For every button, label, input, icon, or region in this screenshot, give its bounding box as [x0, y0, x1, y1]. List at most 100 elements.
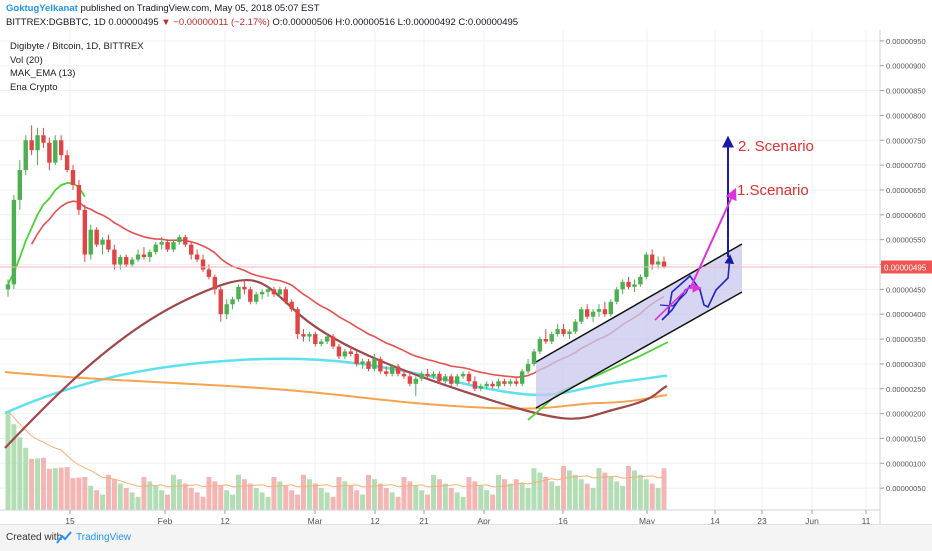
price-tick-label: 0.00000550 [886, 236, 926, 245]
volume-bar [123, 488, 129, 510]
volume-bar [555, 485, 561, 510]
candle-body [5, 284, 11, 290]
time-tick-label: Jun [805, 516, 819, 524]
candle-body [330, 336, 336, 347]
ma-brown-line [4, 278, 668, 449]
candle-body [454, 376, 460, 384]
volume-bar [525, 488, 531, 510]
candle-body [514, 381, 519, 384]
candle-body [141, 254, 147, 258]
candle-body [378, 358, 383, 372]
volume-bar [631, 470, 637, 510]
volume-bar [318, 488, 324, 510]
candle-body [655, 261, 661, 265]
volume-bar [129, 492, 135, 510]
legend-volume[interactable]: Vol (20) [10, 54, 43, 66]
candle-body [649, 254, 655, 265]
volume-bar [94, 490, 100, 510]
volume-bar [448, 488, 454, 510]
price-tick-label: 0.00000250 [886, 385, 926, 394]
volume-bar [413, 485, 419, 510]
time-tick-label: 12 [370, 516, 380, 524]
price-tick-label: 0.00000200 [886, 410, 926, 419]
volume-bar [371, 479, 377, 510]
candle-body [58, 140, 64, 156]
candle-body [360, 361, 365, 364]
volume-bar [11, 424, 17, 510]
candle-body [543, 339, 549, 342]
volume-bar [182, 483, 188, 510]
volume-bar [58, 467, 64, 510]
volume-bar [295, 494, 301, 510]
volume-bars [5, 411, 667, 510]
candle-body [620, 281, 625, 290]
candle-body [472, 381, 478, 389]
time-tick-label: Feb [158, 516, 173, 524]
volume-bar [52, 468, 58, 510]
candle-body [64, 155, 70, 171]
volume-bar [460, 496, 466, 510]
candle-body [395, 366, 401, 374]
candle-body [112, 249, 117, 265]
tradingview-brand-link[interactable]: TradingView [76, 532, 132, 543]
volume-bar [531, 468, 537, 510]
symbol-ohlc-line: BITTREX:DGBBTC, 1D 0.00000495 ▼ −0.00000… [6, 17, 518, 28]
volume-bar [549, 481, 555, 510]
candles [5, 125, 667, 397]
volume-bar [561, 466, 567, 510]
candle-body [307, 334, 312, 337]
price-tick-label: 0.00000450 [886, 285, 926, 294]
volume-bar [194, 492, 200, 510]
candle-body [106, 239, 111, 250]
publisher-username[interactable]: GoktugYelkanat [6, 3, 78, 14]
volume-bar [312, 483, 318, 510]
price-chart[interactable]: 2. Scenario 1.Scenario 0.00000050 0.0000010… [0, 30, 932, 524]
current-price-tag-label: 0.00000495 [884, 263, 927, 272]
volume-bar [153, 485, 159, 510]
volume-bar [289, 490, 295, 510]
volume-bar [590, 488, 596, 510]
volume-bar [383, 488, 389, 510]
volume-bar [283, 485, 289, 510]
volume-bar [602, 472, 608, 510]
candle-body [135, 254, 141, 260]
time-tick-label: 11 [862, 516, 871, 524]
volume-bar [23, 447, 29, 510]
volume-bar [259, 492, 265, 510]
candle-body [348, 351, 353, 354]
volume-bar [141, 477, 147, 510]
candle-body [35, 135, 40, 151]
magenta-arrow-1 [654, 283, 702, 321]
volume-bar [165, 494, 171, 510]
candle-body [602, 309, 608, 315]
volume-bar [519, 483, 525, 510]
volume-bar [454, 492, 460, 510]
volume-bar [300, 474, 306, 510]
volume-bar [170, 474, 176, 510]
volume-bar [543, 477, 549, 510]
time-tick-label: 23 [757, 516, 767, 524]
candle-body [23, 140, 28, 171]
last-price: 0.00000495 [108, 17, 159, 28]
candle-body [224, 304, 229, 315]
blue-small-arrow [661, 288, 687, 321]
legend-mak-ema[interactable]: MAK_EMA (13) [10, 68, 76, 79]
candle-body [206, 269, 212, 277]
candle-body [88, 229, 93, 255]
candle-body [53, 140, 58, 163]
candle-body [324, 336, 330, 342]
volume-bar [247, 483, 253, 510]
candle-body [218, 289, 223, 315]
scenario-1-arrow [689, 187, 737, 290]
candle-body [301, 334, 306, 337]
volume-bar [354, 490, 360, 510]
candle-body [502, 381, 507, 384]
candle-body [76, 184, 82, 210]
candle-body [366, 361, 371, 369]
legend-ena-crypto[interactable]: Ena Crypto [10, 81, 58, 93]
volume-bar [395, 496, 401, 510]
volume-bar [230, 494, 236, 510]
time-tick-label: 16 [558, 516, 568, 524]
volume-bar [425, 494, 431, 510]
volume-bar [306, 479, 312, 510]
